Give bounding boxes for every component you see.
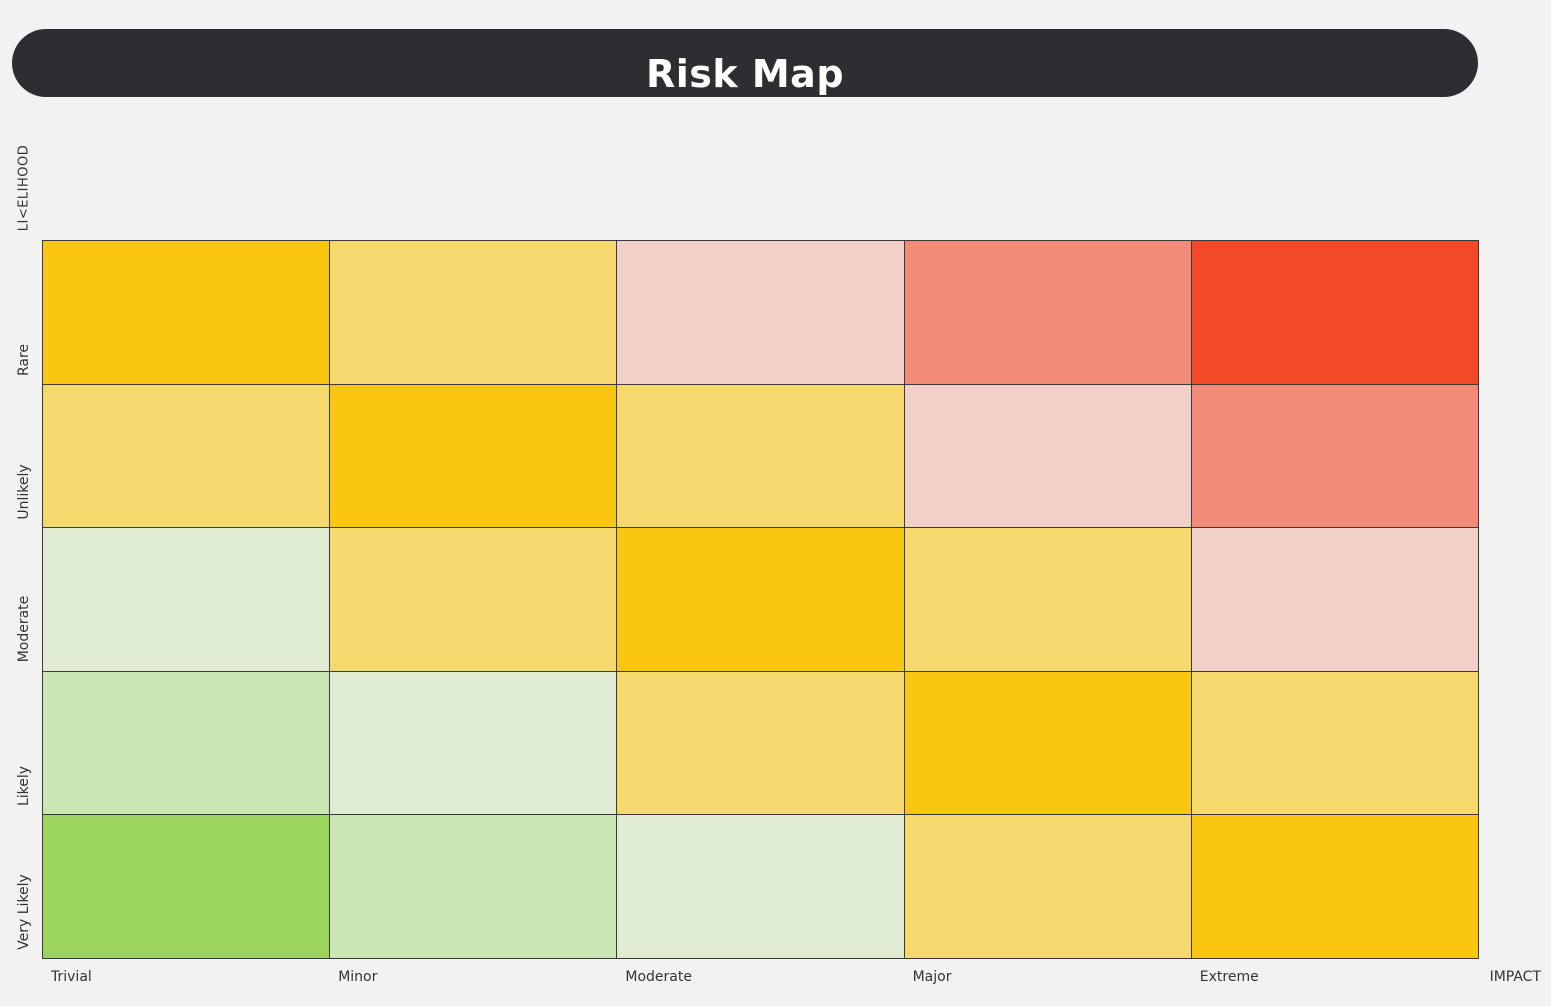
- column-label: Extreme: [1199, 969, 1259, 985]
- risk-cell-5-3: [616, 814, 905, 959]
- risk-cell-4-3: [616, 670, 905, 816]
- x-axis-title: IMPACT: [1489, 969, 1541, 985]
- risk-cell-4-2: [329, 670, 618, 816]
- risk-cell-3-5: [1190, 527, 1479, 672]
- risk-cell-4-5: [1190, 670, 1479, 816]
- chart-title: Risk Map: [645, 52, 845, 96]
- risk-cell-5-4: [903, 814, 1192, 959]
- column-label: Moderate: [625, 969, 692, 985]
- row-label: Rare: [16, 343, 32, 376]
- risk-cell-2-5: [1190, 383, 1479, 529]
- risk-cell-1-3: [616, 240, 905, 385]
- risk-cell-3-2: [329, 527, 618, 672]
- risk-cell-3-3: [616, 527, 905, 672]
- row-label: Very Likely: [16, 874, 32, 950]
- column-label: Trivial: [51, 969, 92, 985]
- risk-cell-5-5: [1190, 814, 1479, 959]
- column-label: Minor: [338, 969, 378, 985]
- title-bar: Risk Map: [12, 29, 1478, 97]
- risk-cell-2-1: [42, 383, 331, 529]
- y-axis-title: LI<ELIHOOD: [16, 144, 32, 232]
- risk-cell-3-4: [903, 527, 1192, 672]
- risk-cell-2-3: [616, 383, 905, 529]
- row-label: Likely: [16, 766, 32, 807]
- row-label: Moderate: [16, 596, 32, 663]
- risk-cell-5-2: [329, 814, 618, 959]
- risk-cell-1-1: [42, 240, 331, 385]
- row-label: Unlikely: [16, 464, 32, 520]
- risk-cell-1-2: [329, 240, 618, 385]
- risk-cell-5-1: [42, 814, 331, 959]
- risk-cell-4-1: [42, 670, 331, 816]
- risk-cell-1-5: [1190, 240, 1479, 385]
- risk-cell-2-2: [329, 383, 618, 529]
- risk-cell-1-4: [903, 240, 1192, 385]
- risk-cell-2-4: [903, 383, 1192, 529]
- risk-grid: [42, 240, 1479, 959]
- risk-cell-3-1: [42, 527, 331, 672]
- risk-cell-4-4: [903, 670, 1192, 816]
- column-label: Major: [912, 969, 952, 985]
